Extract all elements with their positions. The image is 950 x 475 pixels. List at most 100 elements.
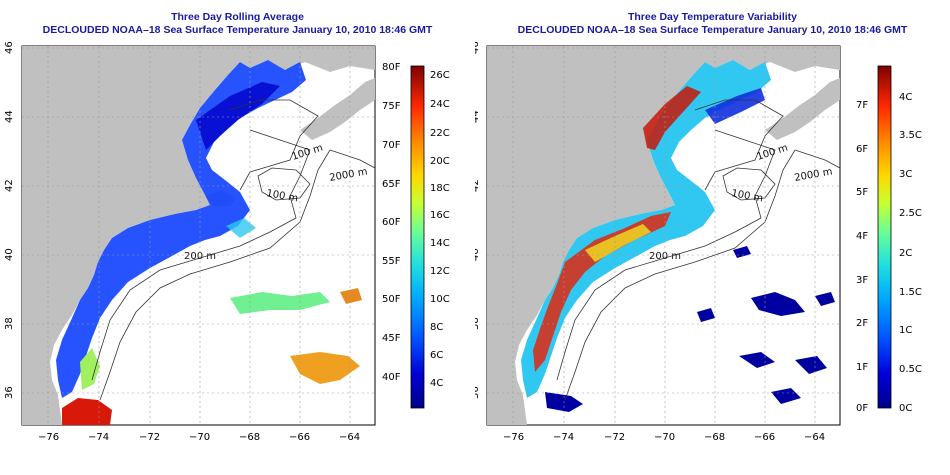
- isobath-2000m: [99, 149, 375, 401]
- colorbar-label: 50F: [382, 294, 401, 305]
- colorbar-label: 7F: [856, 100, 868, 111]
- y-tick: 42: [475, 179, 481, 192]
- left-subtitle: DECLOUDED NOAA–18 Sea Surface Temperatur…: [42, 24, 433, 36]
- land-nova-scotia: [300, 78, 375, 140]
- left-panel: Three Day Rolling Average DECLOUDED NOAA…: [4, 11, 450, 443]
- var-blue-offshore: [705, 88, 765, 124]
- colorbar-c-labels: 26C 24C 22C 20C 18C 16C 14C 12C 10C 8C 6…: [430, 70, 450, 389]
- x-tick: −70: [654, 432, 675, 443]
- isobath-georges-bank: [257, 167, 311, 201]
- map-gridlines: [22, 46, 375, 425]
- right-subtitle: DECLOUDED NOAA–18 Sea Surface Temperatur…: [517, 24, 908, 36]
- x-tick: −74: [553, 432, 574, 443]
- x-axis-ticks: −76 −74 −72 −70 −68 −66 −64: [503, 432, 825, 443]
- y-tick: 38: [4, 317, 15, 330]
- colorbar-label: 1C: [899, 325, 912, 336]
- x-tick: −64: [804, 432, 825, 443]
- colorbar-label: 45F: [382, 333, 401, 344]
- colorbar-label: 0.5C: [899, 364, 922, 375]
- colorbar-label: 1F: [856, 362, 868, 373]
- colorbar-label: 6C: [430, 350, 443, 361]
- sst-deep-blue-patch: [196, 82, 280, 150]
- isobath-label: 100 m: [730, 188, 763, 204]
- colorbar-label: 2F: [856, 318, 868, 329]
- colorbar-label: 65F: [382, 179, 401, 190]
- colorbar: [410, 65, 425, 409]
- colorbar-label: 8C: [430, 322, 443, 333]
- x-tick: −70: [189, 432, 210, 443]
- x-tick: −68: [239, 432, 260, 443]
- colorbar-label: 22C: [430, 128, 450, 139]
- isobath-label: 100 m: [265, 188, 298, 204]
- colorbar-label: 26C: [430, 70, 450, 81]
- y-tick: 46: [4, 41, 15, 54]
- colorbar-label: 0F: [856, 403, 868, 414]
- sst-orange-patch: [290, 352, 360, 384]
- isobath-200m: [556, 129, 776, 381]
- colorbar-label: 3C: [899, 169, 912, 180]
- y-axis-ticks: 46 44 42 40 38 36: [4, 41, 15, 399]
- x-tick: −64: [339, 432, 360, 443]
- y-tick: 36: [475, 386, 481, 399]
- y-tick: 42: [4, 179, 15, 192]
- x-tick: −76: [503, 432, 524, 443]
- left-map-figure: 100 m 100 m 200 m 2000 m −76 −74 −72 −70…: [4, 41, 450, 443]
- isobath-georges-bank: [722, 167, 776, 201]
- colorbar-f-labels: 7F 6F 5F 4F 3F 2F 1F 0F: [856, 100, 868, 414]
- colorbar-label: 6F: [856, 144, 868, 155]
- isobath-200m: [91, 129, 311, 381]
- x-tick: −72: [139, 432, 160, 443]
- right-title: Three Day Temperature Variability: [627, 11, 798, 23]
- sst-gulf-stream-green: [80, 348, 100, 390]
- x-tick: −74: [88, 432, 109, 443]
- sst-cyan-band: [226, 218, 256, 238]
- colorbar-label: 4F: [856, 231, 868, 242]
- colorbar: [877, 65, 892, 409]
- colorbar-label: 55F: [382, 256, 401, 267]
- colorbar-label: 0C: [899, 403, 912, 414]
- var-yellow-band: [585, 224, 651, 262]
- y-tick: 44: [475, 110, 481, 123]
- x-tick: −66: [289, 432, 310, 443]
- colorbar-label: 5F: [856, 187, 868, 198]
- colorbar-label: 12C: [430, 266, 450, 277]
- colorbar-label: 1.5C: [899, 287, 922, 298]
- sst-shelf-water: [56, 60, 306, 398]
- y-tick: 38: [475, 317, 481, 330]
- sst-gulf-stream-red: [62, 398, 112, 425]
- land-nova-scotia: [765, 78, 840, 140]
- colorbar-label: 70F: [382, 140, 401, 151]
- sst-green-patch: [230, 292, 330, 314]
- colorbar-label: 14C: [430, 238, 450, 249]
- colorbar-label: 80F: [382, 62, 401, 73]
- y-tick: 46: [475, 41, 481, 54]
- y-tick: 40: [4, 248, 15, 261]
- y-tick: 44: [4, 110, 15, 123]
- x-tick: −76: [38, 432, 59, 443]
- y-tick: 40: [475, 248, 481, 261]
- colorbar-label: 4C: [430, 378, 443, 389]
- colorbar-label: 60F: [382, 217, 401, 228]
- colorbar-label: 3F: [856, 275, 868, 286]
- colorbar-label: 4C: [899, 92, 912, 103]
- right-map-figure: 100 m 100 m 200 m 2000 m −76 −74 −72 −70…: [475, 41, 922, 443]
- map-gridlines: [487, 46, 840, 425]
- left-title: Three Day Rolling Average: [171, 11, 304, 23]
- x-tick: −72: [604, 432, 625, 443]
- x-tick: −66: [754, 432, 775, 443]
- land-mass: [22, 46, 375, 425]
- colorbar-label: 20C: [430, 156, 450, 167]
- colorbar-f-labels: 80F 75F 70F 65F 60F 55F 50F 45F 40F: [382, 62, 401, 383]
- y-tick: 36: [4, 386, 15, 399]
- right-panel: Three Day Temperature Variability DECLOU…: [475, 0, 950, 475]
- colorbar-label: 3.5C: [899, 130, 922, 141]
- colorbar-label: 24C: [430, 99, 450, 110]
- colorbar-c-labels: 4C 3.5C 3C 2.5C 2C 1.5C 1C 0.5C 0C: [899, 92, 922, 414]
- y-axis-ticks: 46 44 42 40 38 36: [475, 41, 481, 399]
- colorbar-label: 10C: [430, 294, 450, 305]
- colorbar-label: 18C: [430, 183, 450, 194]
- var-red-gulf-of-maine: [643, 86, 701, 150]
- sst-orange-patch-2: [340, 288, 362, 304]
- isobath-2000m: [564, 149, 840, 401]
- x-tick: −68: [704, 432, 725, 443]
